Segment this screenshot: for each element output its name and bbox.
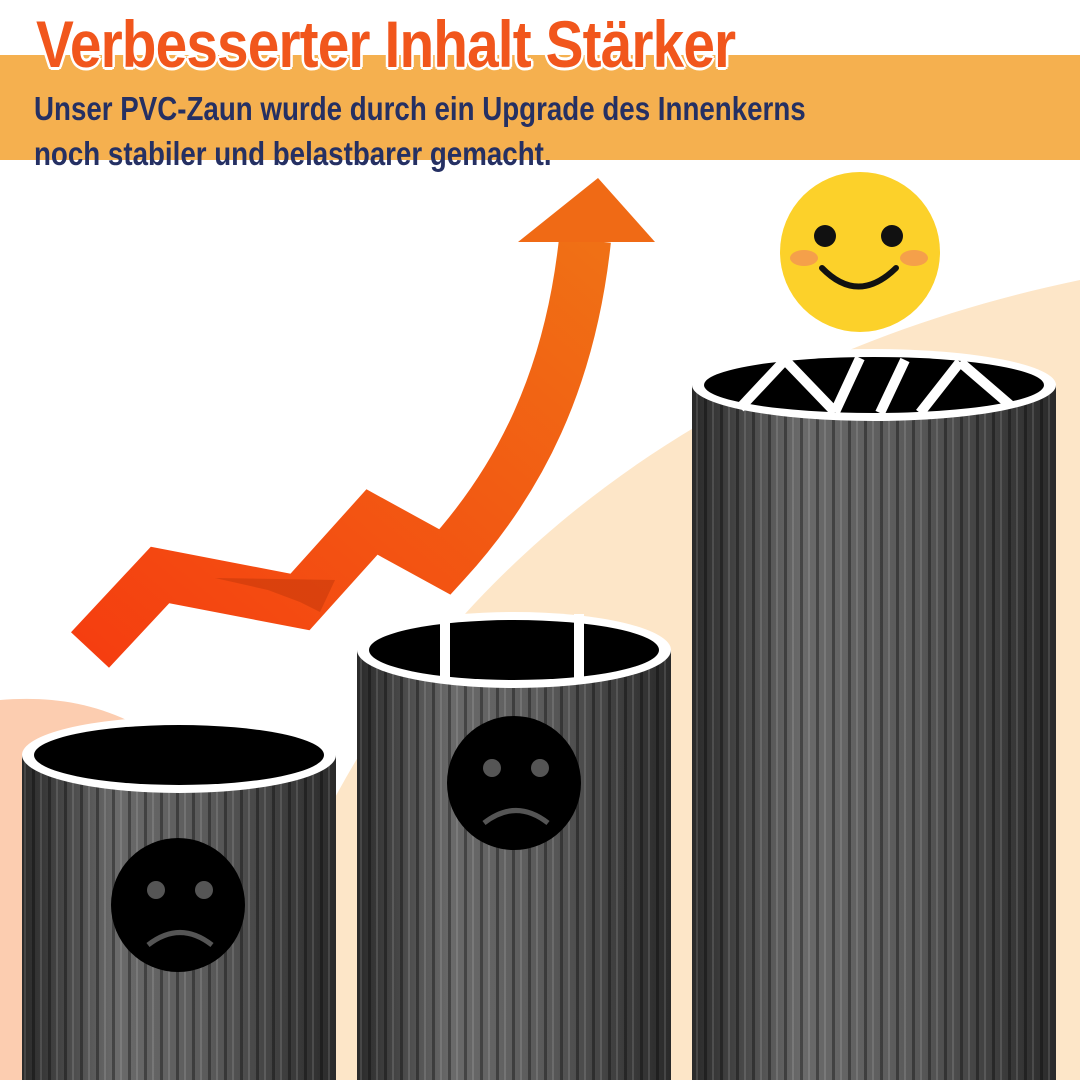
page-title: Verbesserter Inhalt Stärker: [36, 7, 736, 81]
sad-face-icon: [447, 716, 581, 850]
subtitle-line-2: noch stabiler und belastbarer gemacht.: [34, 135, 552, 172]
pillar-small: [22, 717, 336, 1080]
header-band: [0, 55, 1080, 160]
happy-face-icon: [780, 172, 940, 332]
pillar-large: [692, 349, 1056, 1080]
growth-arrow-icon: [70, 178, 655, 668]
sad-face-icon: [111, 838, 245, 972]
pillar-medium: [357, 612, 671, 1080]
subtitle-line-1: Unser PVC-Zaun wurde durch ein Upgrade d…: [34, 90, 806, 127]
